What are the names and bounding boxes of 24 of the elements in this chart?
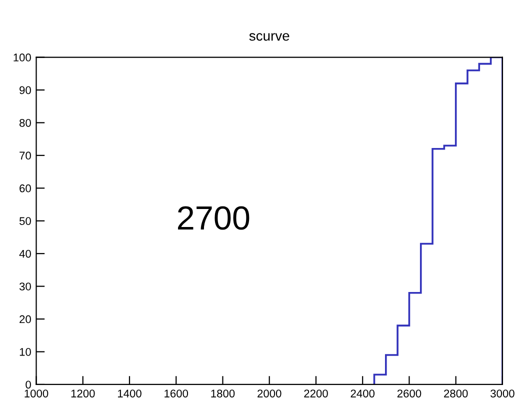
- x-tick-label: 3000: [490, 390, 514, 398]
- y-tick-label: 40: [19, 250, 31, 258]
- y-tick-label: 10: [20, 348, 31, 356]
- x-tick-label: 1600: [164, 390, 188, 398]
- x-tick-label: 1200: [71, 390, 95, 398]
- y-tick-label: 80: [20, 118, 31, 127]
- x-tick-label: 1000: [24, 390, 48, 398]
- y-tick-label: 100: [14, 54, 31, 62]
- x-tick-label: 2000: [258, 390, 282, 398]
- x-tick-label: 2800: [444, 390, 468, 398]
- x-tick-label: 2600: [397, 390, 422, 398]
- x-tick-label: 1400: [118, 390, 142, 398]
- y-tick-label: 70: [20, 152, 31, 160]
- x-tick-label: 2400: [350, 390, 375, 398]
- y-tick-label: 30: [19, 282, 31, 290]
- y-tick-label: 60: [20, 184, 31, 192]
- chart-title: scurve: [249, 33, 290, 41]
- x-tick-label: 2200: [304, 390, 328, 398]
- x-tick-label: 1800: [211, 390, 235, 398]
- y-tick-label: 0: [26, 380, 31, 389]
- y-tick-label: 50: [19, 217, 31, 225]
- y-tick-label: 90: [20, 86, 31, 94]
- annotation: 2700: [178, 206, 250, 230]
- y-tick-label: 20: [20, 315, 31, 324]
